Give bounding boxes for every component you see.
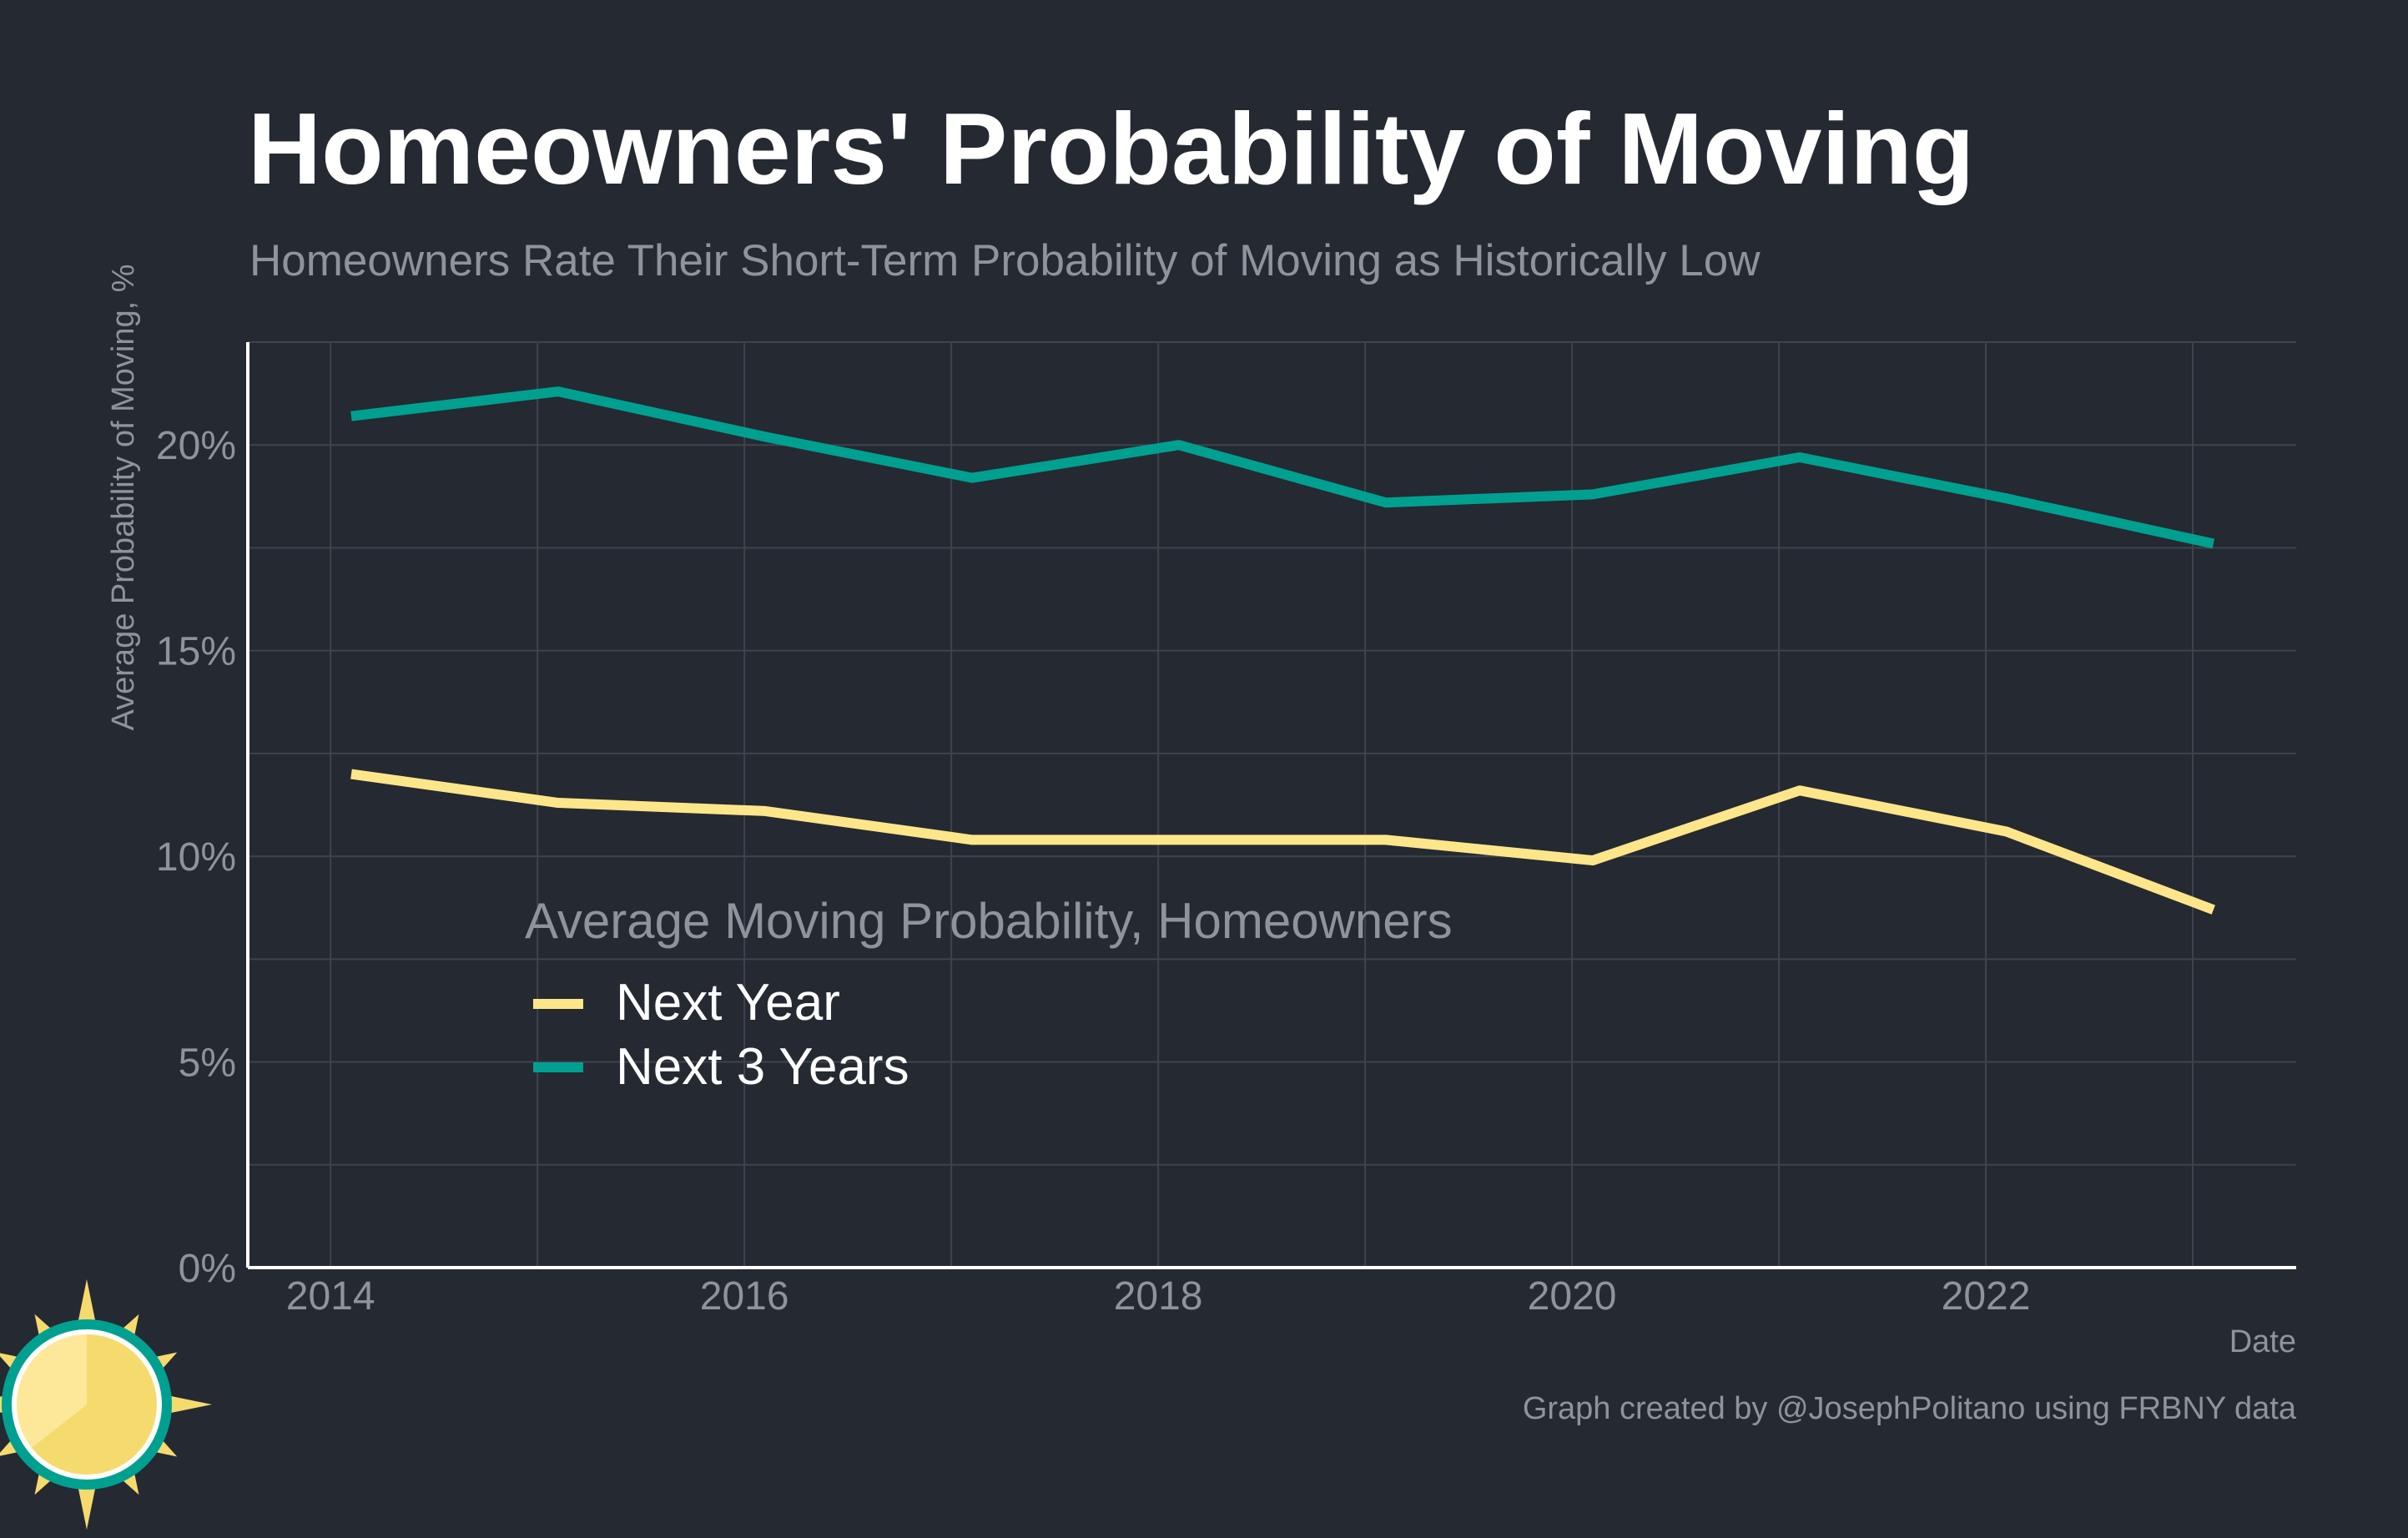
x-tick-label: 2020 [1528, 1274, 1617, 1319]
y-tick-label: 15% [156, 630, 236, 674]
chart-subtitle: Homeowners Rate Their Short-Term Probabi… [249, 236, 1761, 285]
x-tick-label: 2014 [286, 1274, 375, 1319]
x-tick-label: 2016 [700, 1274, 789, 1319]
legend-title: Average Moving Probability, Homeowners [525, 893, 1453, 949]
axes: 2014 2016 2018 2020 2022 0% 5% 10% 15% 20% [156, 342, 2296, 1319]
y-tick-label: 0% [179, 1247, 236, 1291]
sun-logo-icon [0, 1279, 212, 1530]
series-lines [350, 386, 2215, 915]
y-tick-label: 10% [156, 835, 236, 880]
y-axis-label: Average Probability of Moving, % [106, 264, 141, 730]
y-tick-label: 5% [179, 1041, 236, 1086]
legend-label-next-year: Next Year [616, 974, 840, 1031]
legend-label-next-3-years: Next 3 Years [616, 1038, 909, 1096]
x-axis-label: Date [2229, 1324, 2296, 1359]
x-tick-label: 2018 [1114, 1274, 1203, 1319]
series-line-next-3-years [350, 386, 2215, 549]
x-tick-label: 2022 [1942, 1274, 2031, 1319]
sun-highlight [16, 1334, 87, 1448]
legend: Average Moving Probability, Homeowners N… [525, 893, 1453, 1096]
y-tick-label: 20% [156, 424, 236, 468]
series-line-next-year [350, 769, 2215, 915]
chart-title: Homeowners' Probability of Moving [248, 92, 1974, 205]
chart-caption: Graph created by @JosephPolitano using F… [1523, 1391, 2297, 1426]
